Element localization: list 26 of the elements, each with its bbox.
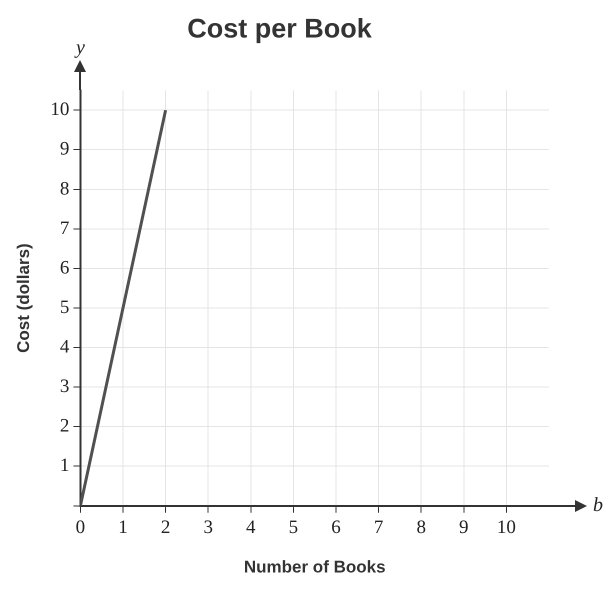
x-tick-label: 9 bbox=[459, 517, 469, 538]
text: b bbox=[593, 494, 603, 516]
text: y bbox=[74, 36, 85, 59]
y-tick-label: 1 bbox=[60, 455, 70, 476]
y-axis-title: Cost (dollars) bbox=[14, 243, 33, 353]
y-tick-label: 8 bbox=[60, 178, 70, 200]
x-tick-label: 2 bbox=[160, 517, 170, 538]
x-tick-label: 10 bbox=[496, 517, 516, 538]
y-tick-label: 5 bbox=[60, 296, 70, 318]
x-tick-label: 7 bbox=[374, 517, 384, 538]
x-tick-label: 4 bbox=[246, 517, 256, 538]
y-tick-label: 2 bbox=[60, 416, 70, 437]
x-tick-label: 0 bbox=[76, 517, 86, 538]
y-tick-label: 6 bbox=[60, 257, 70, 278]
chart-title: Cost per Book bbox=[187, 14, 373, 44]
x-axis-title: Number of Books bbox=[244, 557, 386, 576]
x-tick-label: 8 bbox=[416, 517, 426, 538]
y-tick-label: 7 bbox=[60, 218, 70, 239]
x-tick-label: 3 bbox=[203, 517, 213, 538]
x-tick-label: 6 bbox=[331, 517, 341, 538]
y-tick-label: 9 bbox=[60, 138, 70, 160]
x-tick-label: 5 bbox=[288, 517, 298, 538]
y-tick-label: 4 bbox=[60, 336, 70, 358]
x-tick-label: 1 bbox=[118, 517, 128, 538]
y-tick-label: 10 bbox=[50, 99, 70, 120]
y-tick-label: 3 bbox=[60, 376, 70, 398]
